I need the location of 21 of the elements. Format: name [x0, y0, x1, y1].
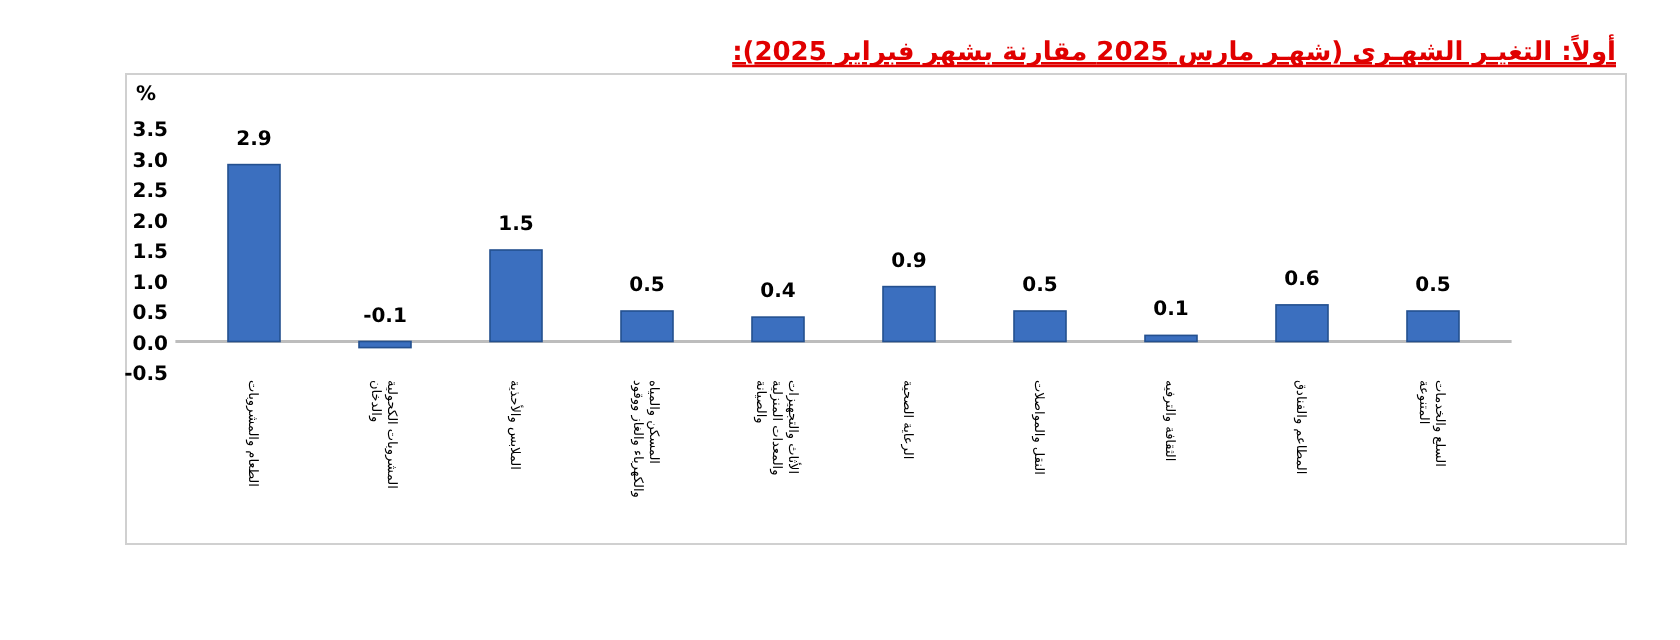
ytick: -0.5	[124, 364, 168, 386]
value: 1.5	[498, 214, 534, 236]
value: 2.9	[236, 128, 272, 151]
value: 0.5	[1415, 275, 1451, 297]
value: -0.1	[363, 305, 407, 328]
ytick: 2.0	[132, 211, 168, 234]
ytick: 0.5	[132, 303, 168, 325]
value: 0.1	[1153, 299, 1189, 322]
value: 0.9	[891, 250, 927, 273]
value: 0.5	[629, 275, 665, 297]
ytick: 1.0	[132, 272, 168, 295]
ytick: 2.5	[132, 181, 168, 203]
ytick: 3.0	[132, 150, 168, 173]
ytick: 3.5	[132, 120, 168, 142]
title: أولاً: التغيـر الشهـرى (شهـر مارس 2025 مقارنة بشهر فبراير 2025):	[732, 38, 1616, 68]
value: 0.4	[760, 281, 796, 304]
ytick: 1.5	[132, 242, 168, 264]
ytick: 0.0	[132, 333, 168, 356]
ylabel: %	[135, 84, 156, 106]
value: 0.5	[1022, 275, 1058, 297]
value: 0.6	[1284, 268, 1320, 291]
